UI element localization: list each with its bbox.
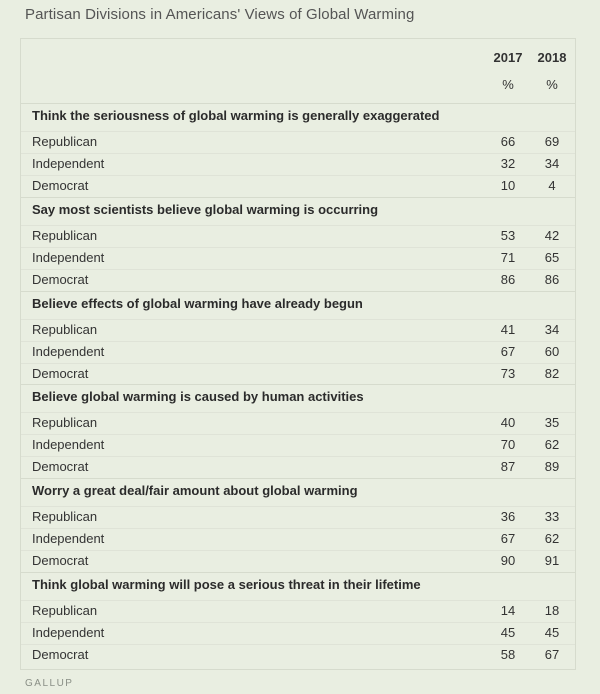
table-row: Democrat 58 67 xyxy=(21,643,575,665)
value-2017: 40 xyxy=(500,415,516,431)
row-label: Republican xyxy=(32,602,98,618)
value-2018: 67 xyxy=(544,646,560,662)
section-heading: Think the seriousness of global warming … xyxy=(32,108,440,123)
value-2018: 60 xyxy=(544,343,560,359)
value-2017: 70 xyxy=(500,437,516,453)
value-2018: 89 xyxy=(544,459,560,475)
table-row: Republican 66 69 xyxy=(21,131,575,152)
value-2018: 45 xyxy=(544,624,560,640)
row-label: Republican xyxy=(32,134,98,149)
value-2017: 66 xyxy=(500,134,516,149)
table-row: Democrat 90 91 xyxy=(21,550,575,571)
section-heading: Say most scientists believe global warmi… xyxy=(32,201,379,217)
row-label: Democrat xyxy=(32,459,89,475)
column-unit-2018: % xyxy=(546,77,558,92)
page-title: Partisan Divisions in Americans' Views o… xyxy=(25,6,415,23)
value-2018: 62 xyxy=(544,437,560,453)
section-heading: Believe global warming is caused by huma… xyxy=(32,389,364,405)
value-2017: 14 xyxy=(500,602,516,618)
table-row: Independent 45 45 xyxy=(21,621,575,643)
value-2017: 10 xyxy=(500,178,516,193)
value-2018: 62 xyxy=(544,531,560,547)
row-label: Republican xyxy=(32,321,98,337)
value-2018: 34 xyxy=(544,156,560,171)
row-label: Democrat xyxy=(32,178,89,193)
row-label: Republican xyxy=(32,227,98,243)
table-section: Believe effects of global warming have a… xyxy=(21,290,575,385)
row-label: Independent xyxy=(32,624,105,640)
table-row: Republican 14 18 xyxy=(21,599,575,621)
table-section: Worry a great deal/fair amount about glo… xyxy=(21,478,575,572)
row-label: Independent xyxy=(32,531,105,547)
value-2018: 82 xyxy=(544,365,560,381)
column-header-2018: 2018 xyxy=(537,50,567,65)
table-section: Think global warming will pose a serious… xyxy=(21,571,575,666)
row-label: Democrat xyxy=(32,365,89,381)
table-sections: Think the seriousness of global warming … xyxy=(21,103,575,666)
table-row: Republican 41 34 xyxy=(21,318,575,340)
table-section: Say most scientists believe global warmi… xyxy=(21,196,575,291)
value-2017: 67 xyxy=(500,343,516,359)
value-2018: 42 xyxy=(544,227,560,243)
table-row: Democrat 87 89 xyxy=(21,456,575,477)
value-2018: 34 xyxy=(544,321,560,337)
row-label: Democrat xyxy=(32,271,89,287)
row-label: Independent xyxy=(32,343,105,359)
table-section: Believe global warming is caused by huma… xyxy=(21,384,575,478)
value-2017: 53 xyxy=(500,227,516,243)
table-section: Think the seriousness of global warming … xyxy=(21,103,575,197)
table-row: Republican 53 42 xyxy=(21,224,575,246)
table-row: Independent 71 65 xyxy=(21,246,575,268)
value-2017: 67 xyxy=(500,531,516,547)
section-heading: Believe effects of global warming have a… xyxy=(32,295,363,311)
value-2018: 33 xyxy=(544,509,560,525)
value-2017: 41 xyxy=(500,321,516,337)
column-header-2017: 2017 xyxy=(493,50,523,65)
section-heading: Think global warming will pose a serious… xyxy=(32,576,421,592)
value-2017: 90 xyxy=(500,553,516,569)
table-row: Democrat 10 4 xyxy=(21,175,575,196)
value-2017: 87 xyxy=(500,459,516,475)
row-label: Republican xyxy=(32,415,98,431)
source-credit: GALLUP xyxy=(25,678,74,689)
value-2017: 71 xyxy=(500,249,516,265)
value-2017: 45 xyxy=(500,624,516,640)
row-label: Republican xyxy=(32,509,98,525)
table-row: Democrat 73 82 xyxy=(21,362,575,384)
value-2017: 58 xyxy=(500,646,516,662)
table-row: Republican 40 35 xyxy=(21,412,575,433)
table-row: Independent 67 60 xyxy=(21,340,575,362)
value-2017: 86 xyxy=(500,271,516,287)
table-row: Independent 32 34 xyxy=(21,153,575,174)
data-table: 2017 2018 % % Think the seriousness of g… xyxy=(20,38,576,670)
value-2018: 65 xyxy=(544,249,560,265)
column-unit-2017: % xyxy=(502,77,514,92)
value-2017: 36 xyxy=(500,509,516,525)
table-row: Independent 67 62 xyxy=(21,528,575,549)
table-row: Democrat 86 86 xyxy=(21,268,575,290)
value-2017: 73 xyxy=(500,365,516,381)
table-row: Independent 70 62 xyxy=(21,434,575,455)
row-label: Independent xyxy=(32,249,105,265)
value-2018: 4 xyxy=(548,178,556,193)
table-row: Republican 36 33 xyxy=(21,506,575,527)
value-2017: 32 xyxy=(500,156,516,171)
row-label: Independent xyxy=(32,437,105,453)
row-label: Democrat xyxy=(32,646,89,662)
column-headers: 2017 2018 % % xyxy=(21,39,575,103)
row-label: Democrat xyxy=(32,553,89,569)
section-heading: Worry a great deal/fair amount about glo… xyxy=(32,483,358,499)
value-2018: 35 xyxy=(544,415,560,431)
value-2018: 86 xyxy=(544,271,560,287)
value-2018: 18 xyxy=(544,602,560,618)
value-2018: 69 xyxy=(544,134,560,149)
row-label: Independent xyxy=(32,156,105,171)
value-2018: 91 xyxy=(544,553,560,569)
